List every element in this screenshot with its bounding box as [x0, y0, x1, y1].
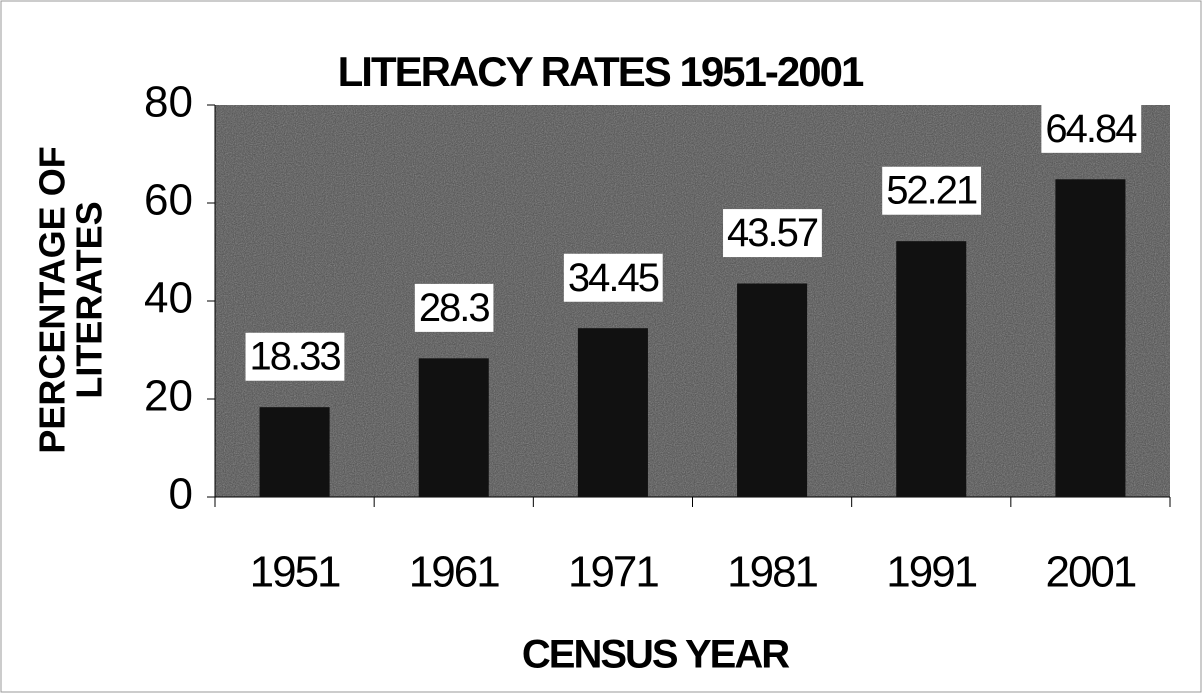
bar: [418, 358, 489, 497]
y-tick-label: 40: [144, 274, 193, 323]
y-tick-label: 60: [144, 176, 193, 225]
bar: [896, 241, 967, 497]
x-tick-label: 1991: [886, 548, 976, 597]
x-tick-label: 1961: [409, 548, 499, 597]
x-tick-label: 1971: [568, 548, 658, 597]
x-tick-label: 1981: [727, 548, 817, 597]
plot-texture: [215, 105, 1170, 497]
data-label-box: [882, 166, 982, 215]
y-axis-label-line: PERCENTAGE OF: [32, 146, 73, 453]
data-label: 52.21: [886, 169, 977, 213]
y-axis-label-line: LITERATES: [69, 201, 110, 398]
bar: [259, 407, 330, 497]
x-tick-label: 2001: [1045, 548, 1135, 597]
y-axis-label: PERCENTAGE OF LITERATES: [32, 146, 110, 453]
data-label: 43.57: [727, 211, 818, 255]
y-tick-label: 0: [169, 470, 193, 519]
data-label-box: [1041, 104, 1142, 153]
data-label-box: [245, 332, 345, 381]
x-axis-label: CENSUS YEAR: [522, 633, 790, 677]
bar: [1055, 179, 1126, 497]
data-label: 28.3: [419, 286, 490, 330]
y-tick-label: 20: [144, 372, 193, 421]
data-label-box: [414, 283, 494, 332]
bar: [737, 283, 808, 497]
data-label: 64.84: [1045, 107, 1137, 151]
bar: [577, 328, 648, 497]
x-tick-label: 1951: [250, 548, 340, 597]
data-label-box: [723, 209, 822, 258]
data-label: 34.45: [568, 256, 659, 300]
data-label-box: [563, 253, 663, 302]
chart-title: LITERACY RATES 1951-2001: [338, 48, 864, 95]
y-tick-label: 80: [144, 78, 193, 127]
data-label: 18.33: [250, 335, 341, 379]
